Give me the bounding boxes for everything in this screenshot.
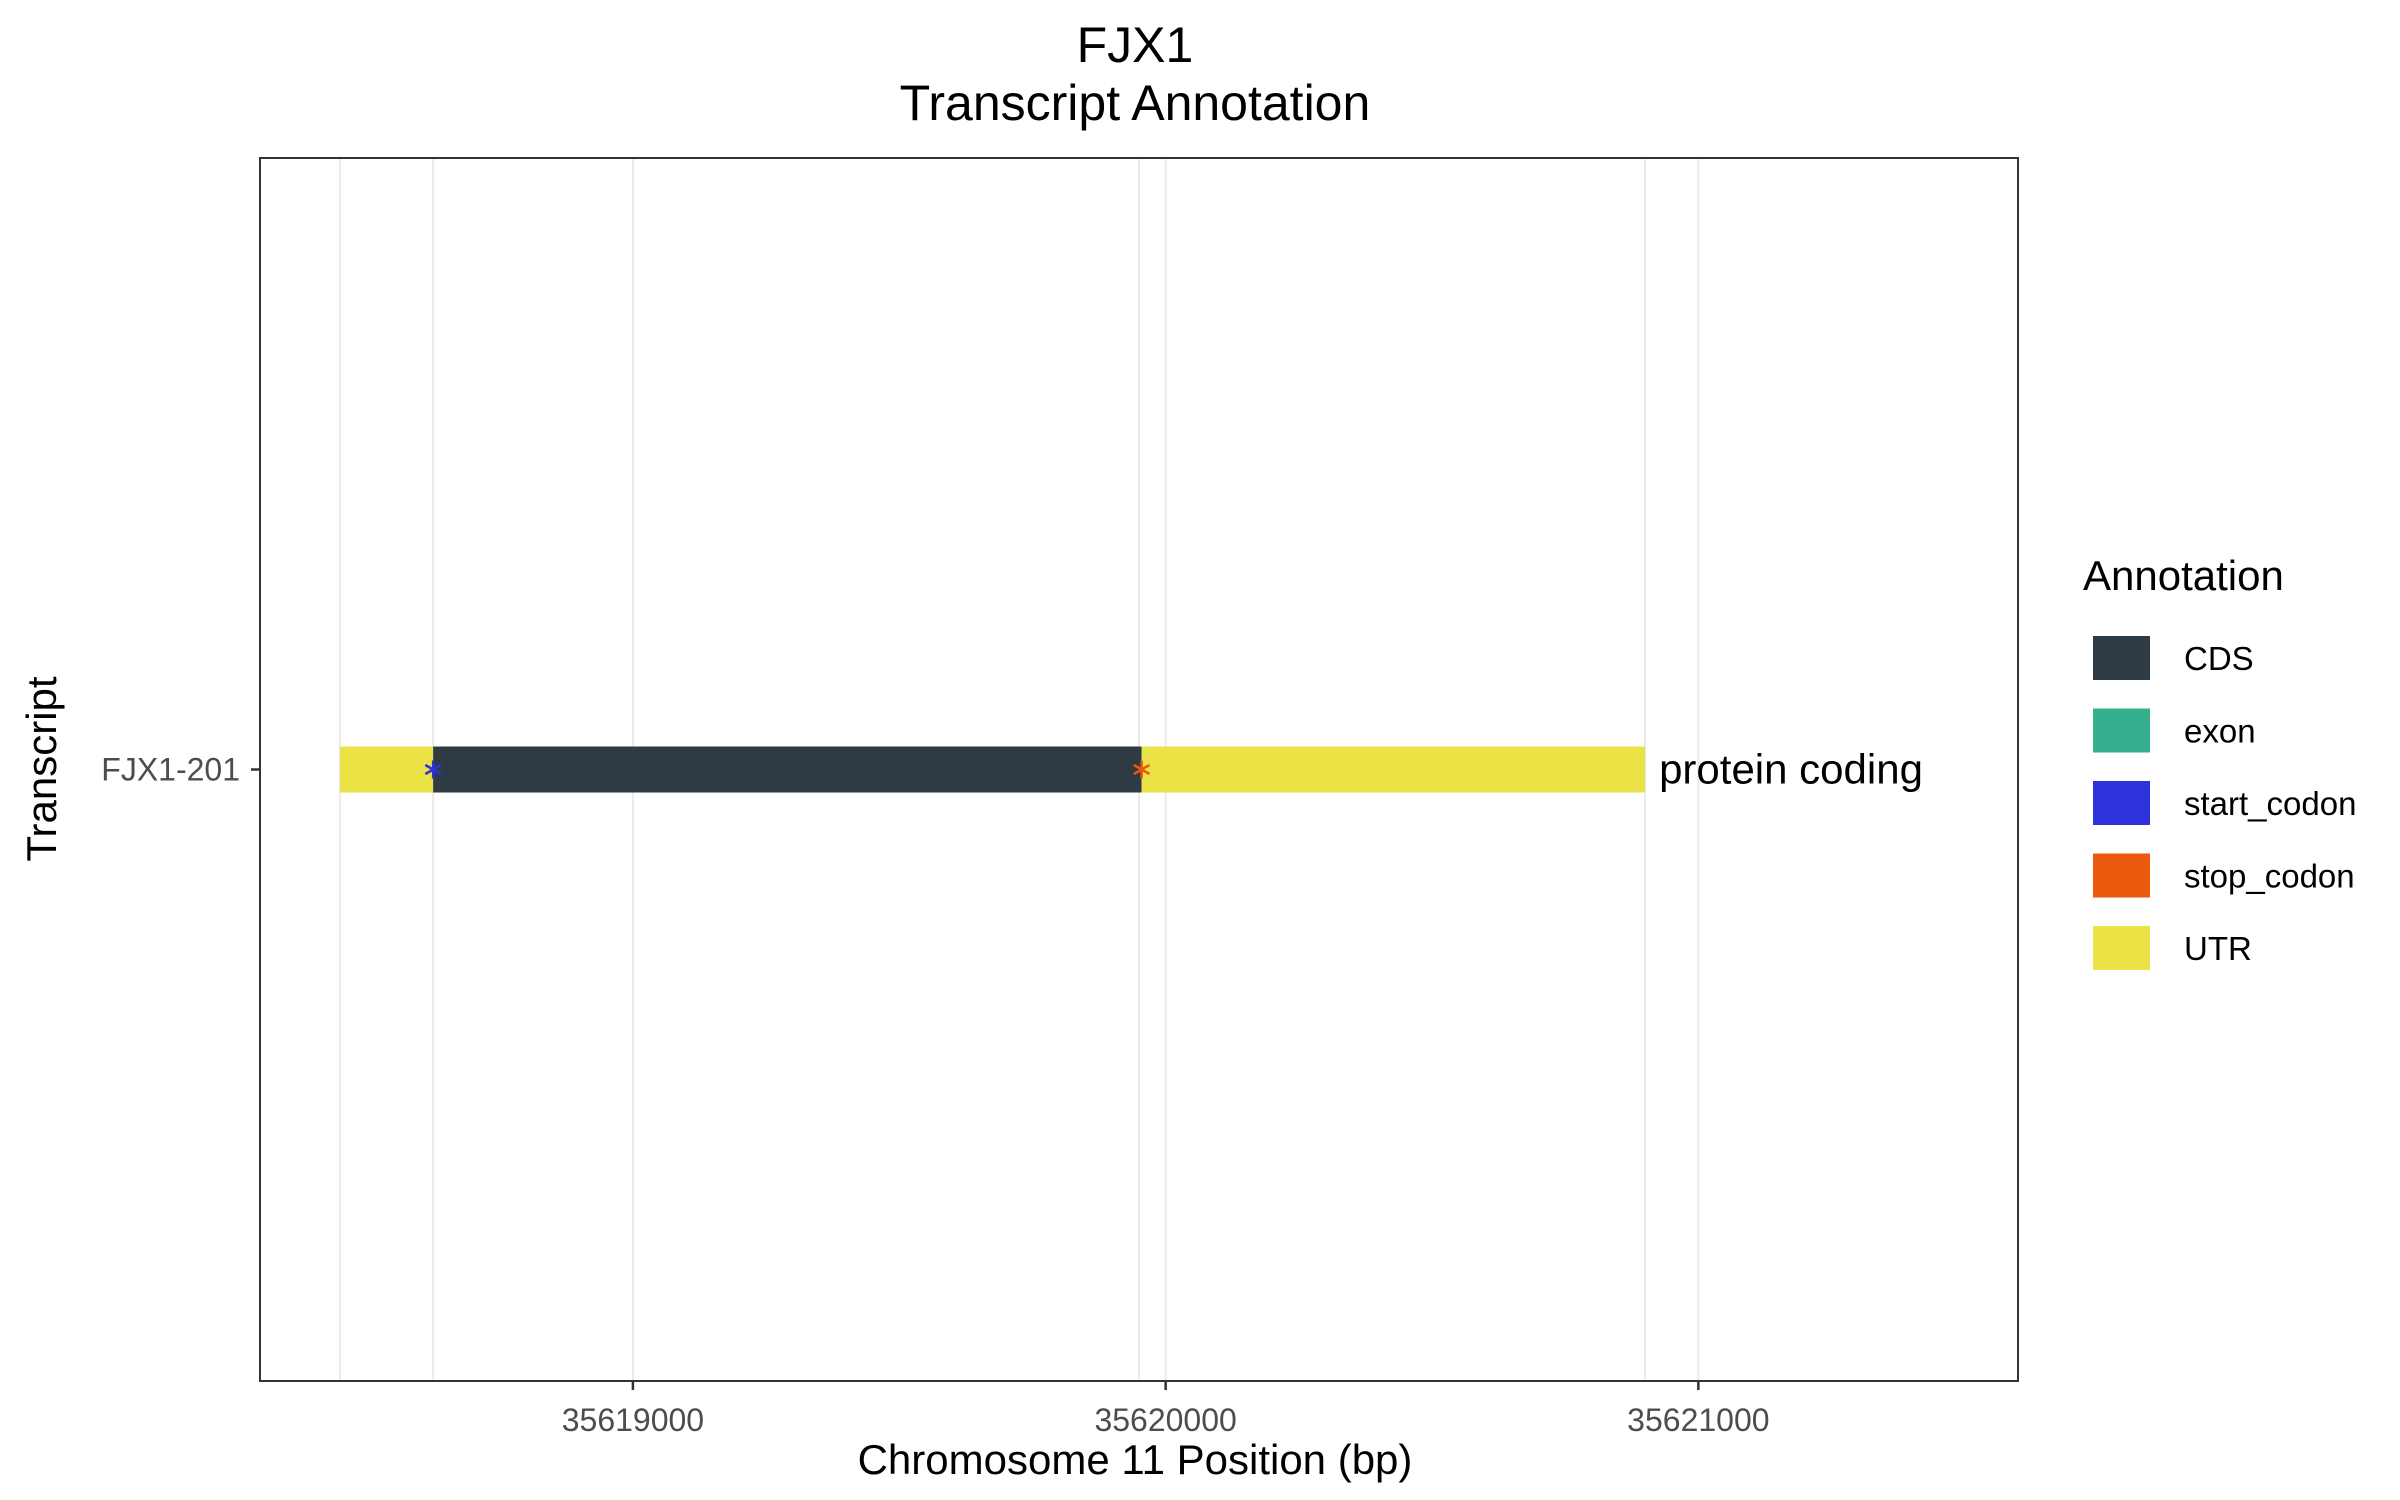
chart-title: FJX1: [1077, 17, 1194, 73]
x-tick-label: 35619000: [562, 1402, 704, 1438]
y-axis-title: Transcript: [18, 676, 65, 861]
legend-key-stop-codon: [2093, 853, 2150, 898]
legend-title: Annotation: [2083, 552, 2284, 599]
y-tick-label: FJX1-201: [101, 752, 240, 788]
stop-codon-marker: [1133, 760, 1151, 779]
legend: Annotation CDS exon start_codon stop_codon U…: [2083, 552, 2356, 970]
start-codon-marker: [424, 760, 442, 779]
plot-area: protein coding FJX1-201 35619000 35620000 35…: [101, 157, 2019, 1438]
legend-key-CDS: [2093, 636, 2150, 680]
legend-key-exon: [2093, 708, 2150, 753]
legend-label-start-codon: start_codon: [2184, 785, 2356, 822]
chart-subtitle: Transcript Annotation: [900, 75, 1371, 131]
x-tick-label: 35621000: [1627, 1402, 1769, 1438]
feature-utr-2: [1141, 746, 1646, 793]
feature-cds-1: [433, 746, 1142, 793]
transcript-biotype-label: protein coding: [1659, 746, 1923, 793]
feature-utr-0: [339, 746, 434, 793]
legend-label-UTR: UTR: [2184, 930, 2252, 967]
panel-border: [259, 157, 2019, 1382]
legend-label-exon: exon: [2184, 713, 2256, 750]
legend-label-stop-codon: stop_codon: [2184, 858, 2355, 895]
x-tick-label: 35620000: [1094, 1402, 1236, 1438]
legend-key-start-codon: [2093, 781, 2150, 825]
legend-label-CDS: CDS: [2184, 640, 2254, 677]
legend-key-UTR: [2093, 926, 2150, 970]
x-axis-title: Chromosome 11 Position (bp): [858, 1436, 1413, 1483]
